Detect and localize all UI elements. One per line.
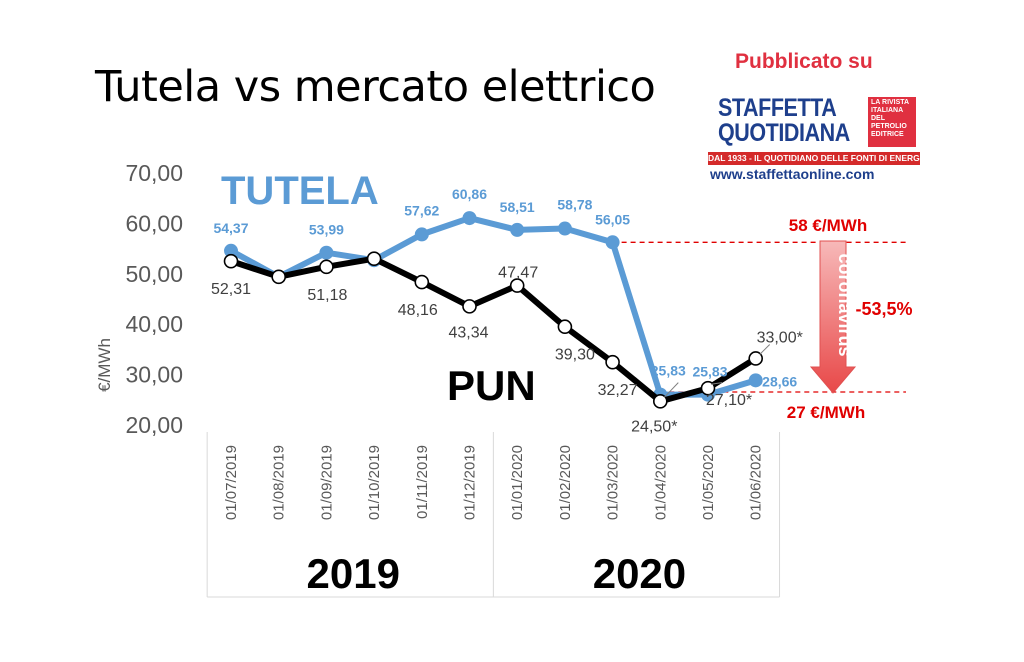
pun-data-label: 47,47: [498, 265, 538, 282]
lower-reference-label: 27 €/MWh: [787, 403, 865, 422]
x-tick-label: 01/04/2020: [652, 445, 669, 520]
x-tick-label: 01/11/2019: [414, 445, 431, 519]
y-tick-label: 60,00: [125, 210, 183, 236]
pun-point: [462, 299, 477, 314]
y-tick-label: 40,00: [125, 311, 183, 337]
tutela-data-label: 25,83: [651, 363, 686, 379]
pun-point: [652, 394, 668, 409]
tutela-point: [224, 243, 238, 258]
pun-point: [223, 253, 239, 269]
series-names: TUTELA PUN: [221, 169, 536, 409]
y-tick-label: 20,00: [125, 412, 183, 438]
year-group-label: 2020: [593, 550, 686, 597]
tutela-data-label: 28,66: [762, 373, 797, 389]
pun-point: [700, 380, 716, 396]
logo-website[interactable]: www.staffettaonline.com: [710, 166, 875, 182]
tutela-point: [462, 211, 477, 226]
tutela-data-label: 58,78: [557, 197, 592, 213]
y-axis: 70,00 60,00 50,00 40,00 30,00 20,00: [125, 160, 183, 438]
pun-data-label: 48,16: [398, 302, 438, 319]
tutela-data-label: 57,62: [404, 202, 439, 218]
y-tick-label: 30,00: [125, 362, 183, 388]
coronavirus-arrow: [809, 240, 857, 394]
tutela-point: [510, 222, 525, 237]
label-leader: [710, 382, 723, 385]
x-tick-label: 01/12/2019: [462, 445, 479, 520]
pun-point: [366, 251, 382, 266]
pun-data-label: 52,31: [211, 281, 251, 298]
tutela-point: [605, 235, 620, 250]
tutela-data-label: 60,86: [452, 186, 487, 202]
tutela-data-label: 56,05: [595, 211, 630, 227]
pun-data-label: 51,18: [307, 287, 347, 304]
series-name-tutela: TUTELA: [221, 169, 379, 213]
pun-point: [557, 319, 573, 335]
pun-point: [414, 274, 430, 290]
logo-brand-line2: QUOTIDIANA: [718, 119, 850, 147]
x-tick-label: 01/05/2020: [700, 445, 717, 520]
x-tick-label: 01/01/2020: [509, 445, 526, 520]
arrow-label: coronavirus: [835, 253, 855, 356]
x-tick-label: 01/02/2020: [557, 445, 574, 520]
series-lines: [223, 211, 764, 409]
pun-point: [509, 278, 525, 293]
page-title: Tutela vs mercato elettrico: [95, 62, 656, 112]
pun-point: [319, 259, 334, 275]
logo-tagline: DAL 1933 - IL QUOTIDIANO DELLE FONTI DI …: [708, 152, 920, 165]
tutela-point: [414, 227, 429, 242]
pun-data-label: 24,50*: [631, 418, 677, 435]
tutela-data-label: 25,83: [692, 364, 727, 380]
tutela-data-label: 58,51: [500, 199, 535, 215]
pun-data-label: 33,00*: [757, 329, 803, 346]
pun-point: [605, 354, 620, 370]
pun-data-label: 43,34: [448, 324, 488, 341]
x-tick-label: 01/07/2019: [223, 445, 240, 520]
tutela-data-label: 53,99: [309, 222, 344, 238]
pun-data-label: 27,10*: [706, 392, 752, 409]
year-group-label: 2019: [307, 550, 400, 597]
series-line-tutela: [229, 215, 757, 398]
change-percentage: -53,5%: [855, 299, 912, 319]
x-tick-label: 01/09/2019: [318, 445, 335, 520]
y-axis-label: €/MWh: [95, 338, 114, 392]
tutela-point: [319, 245, 334, 260]
publisher-logo: STAFFETTA QUOTIDIANA LA RIVISTA ITALIANA…: [690, 82, 922, 182]
x-tick-label: 01/10/2019: [366, 445, 383, 520]
y-tick-label: 50,00: [125, 261, 183, 287]
tutela-data-label: 54,37: [213, 220, 248, 236]
series-line-pun: [230, 255, 758, 405]
logo-badge: LA RIVISTA ITALIANA DEL PETROLIO EDITRIC…: [868, 97, 916, 147]
chart-frame: [206, 432, 781, 598]
x-tick-label: 01/03/2020: [605, 445, 622, 520]
label-leader: [759, 344, 771, 355]
pun-point: [271, 269, 287, 285]
year-group-labels: 2019 2020: [307, 550, 687, 597]
upper-reference-label: 58 €/MWh: [789, 216, 867, 235]
tutela-point: [557, 221, 572, 236]
y-tick-label: 70,00: [125, 160, 183, 186]
published-label: Pubblicato su: [735, 50, 873, 73]
tutela-point: [748, 373, 763, 388]
x-tick-label: 01/06/2020: [748, 445, 765, 520]
x-tick-label: 01/08/2019: [271, 445, 288, 520]
x-axis: 01/07/2019 01/08/2019 01/09/2019 01/10/2019…: [223, 445, 765, 520]
series-name-pun: PUN: [447, 362, 536, 409]
pun-point: [748, 351, 764, 366]
pun-data-label: 39,30: [555, 347, 595, 364]
annotations: 58 €/MWh 27 €/MWh coronavirus -53,5%: [612, 216, 913, 422]
pun-data-label: 32,27: [598, 382, 638, 399]
logo-brand-line1: STAFFETTA: [718, 94, 837, 122]
label-leader: [663, 382, 679, 398]
